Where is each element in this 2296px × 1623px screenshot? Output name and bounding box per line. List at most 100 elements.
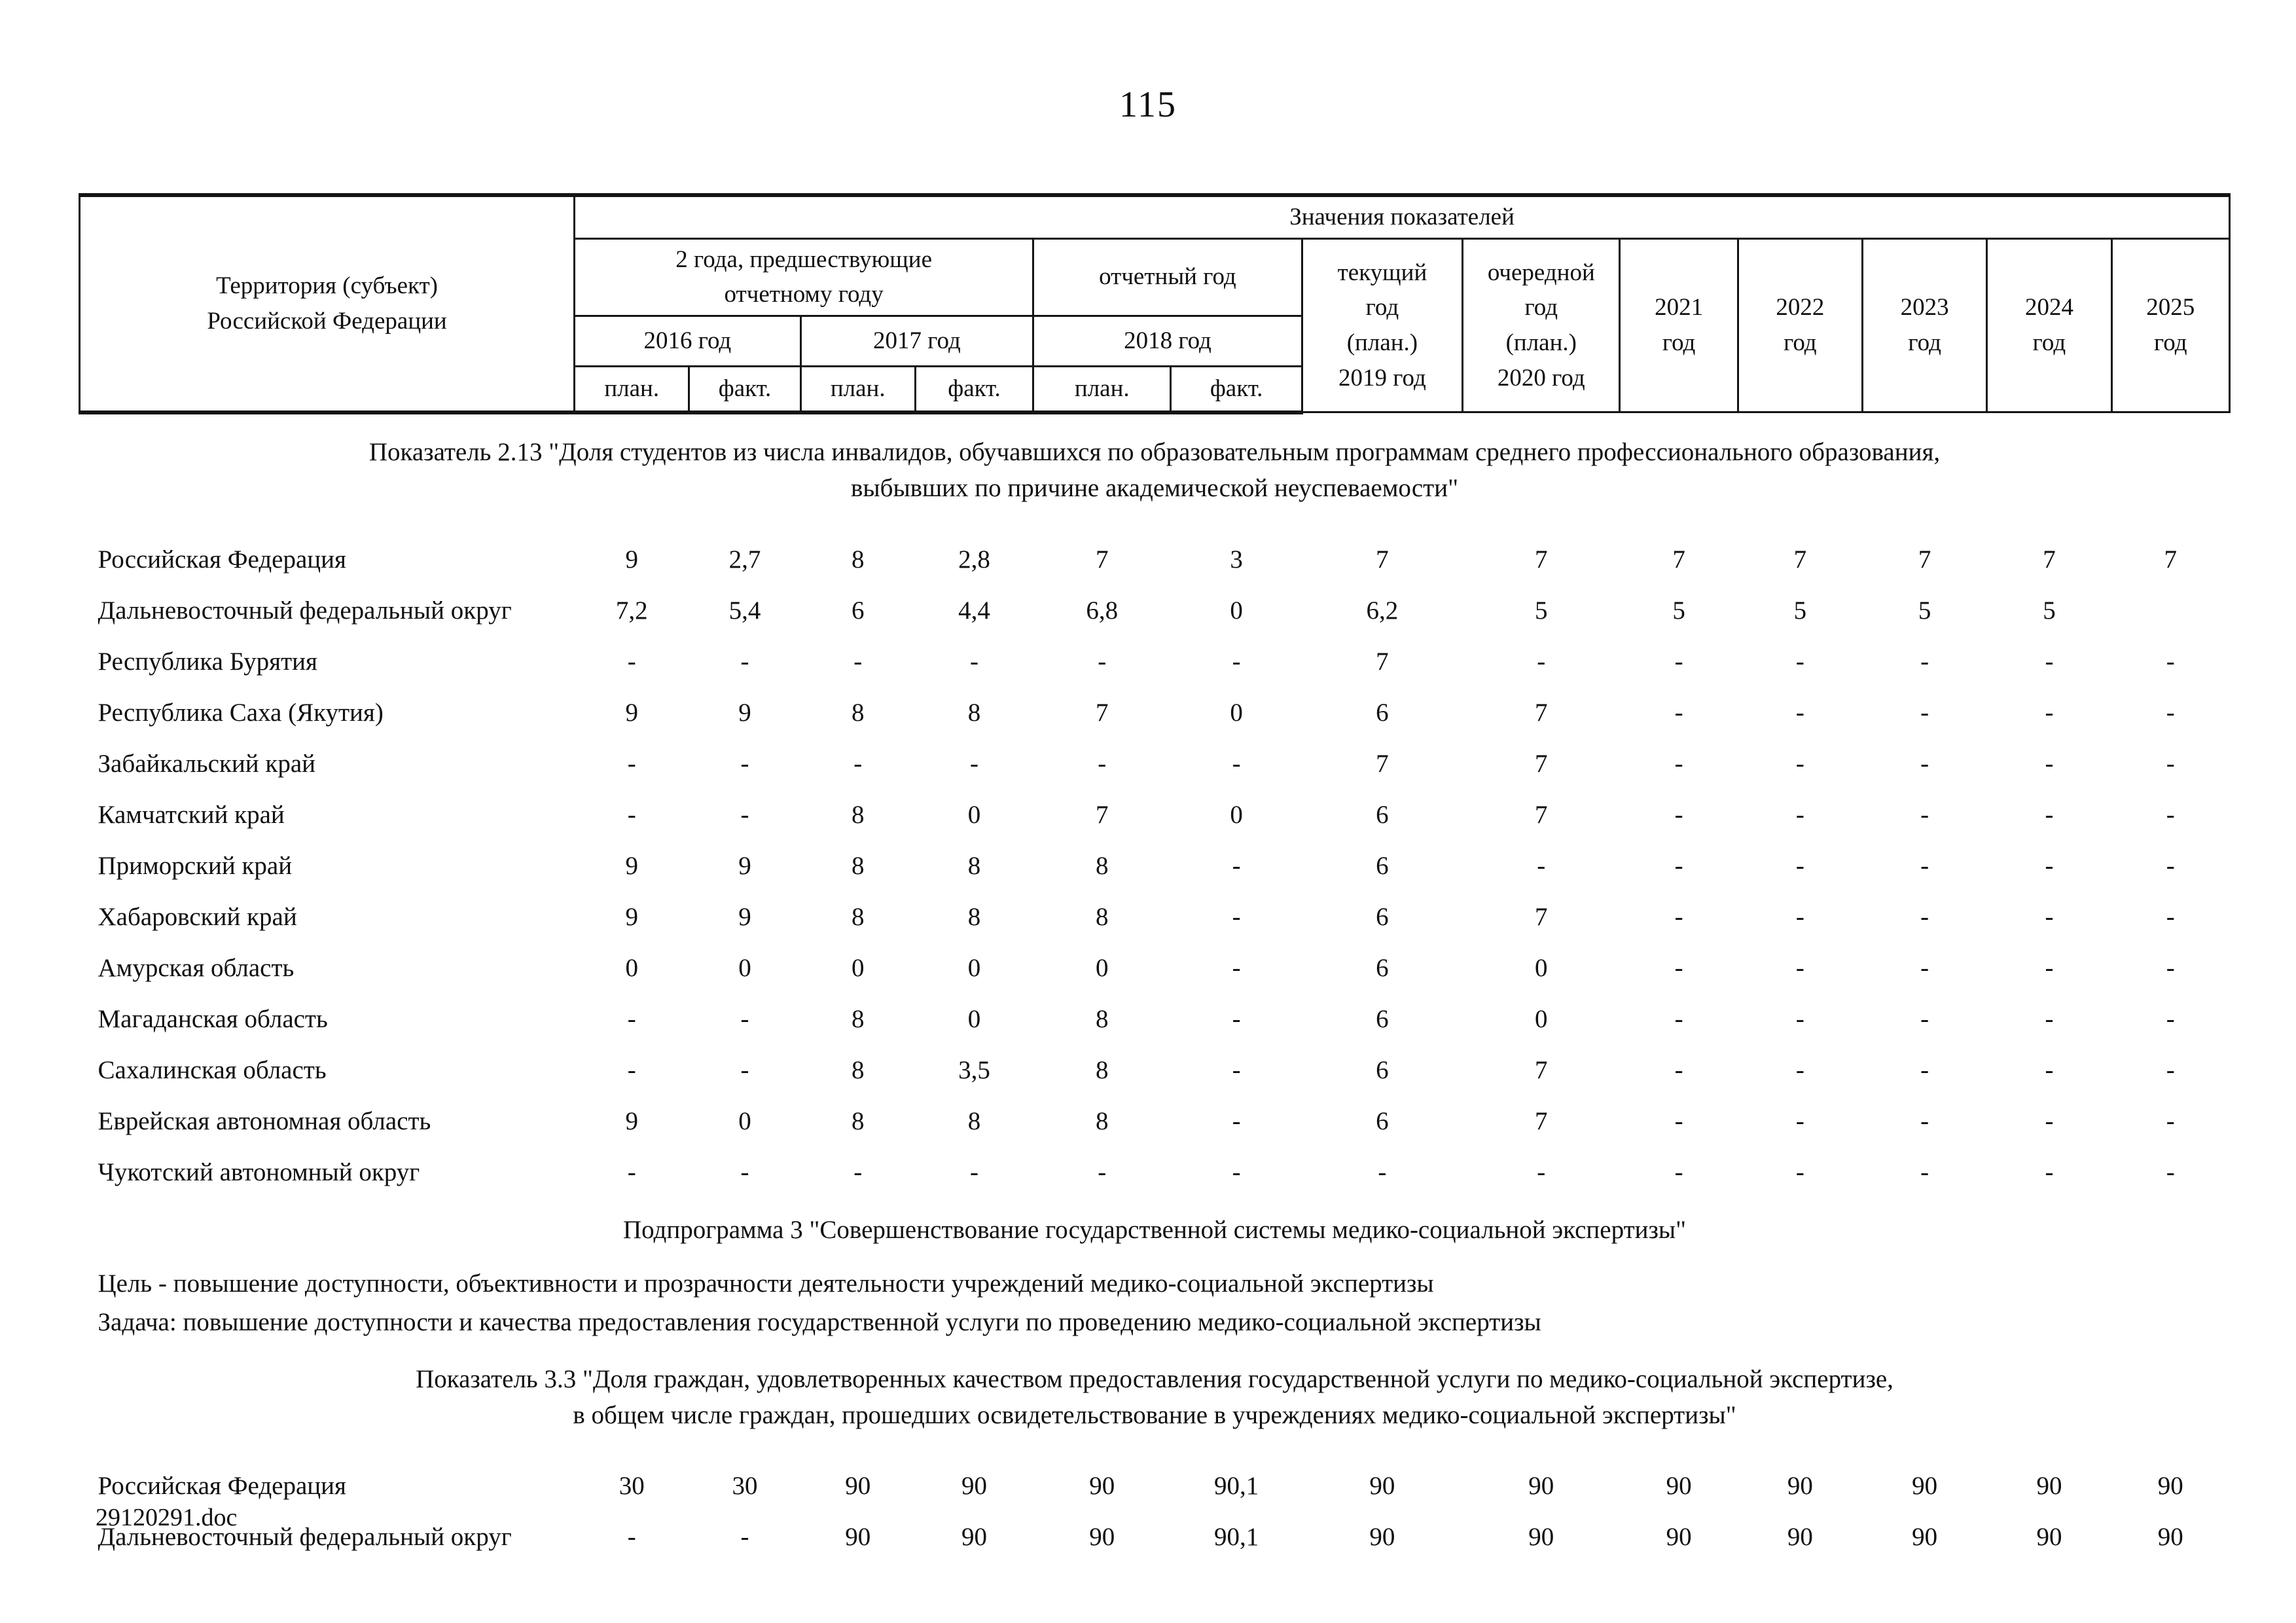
value-cell: - <box>627 1055 636 1084</box>
value-cell: 5 <box>1918 596 1931 625</box>
value-cell: - <box>1537 647 1546 676</box>
value-cell: 6 <box>1376 1106 1389 1135</box>
value-cell: 7 <box>1535 698 1548 727</box>
indicator-title: Показатель 3.3 "Доля граждан, удовлетвор… <box>80 1341 2230 1461</box>
value-cell: - <box>1674 1004 1683 1033</box>
value-cell: - <box>853 647 863 676</box>
value-cell: 7,2 <box>615 596 648 625</box>
value-cell: 8 <box>852 1106 865 1135</box>
value-cell: 0 <box>1230 596 1243 625</box>
value-cell: - <box>2045 851 2054 880</box>
value-cell: 7 <box>1376 749 1389 778</box>
task-text: Задача: повышение доступности и качества… <box>98 1307 1541 1336</box>
table-row: Республика Саха (Якутия) 9 9 8 8 7 0 6 7 - - - - - <box>80 687 2230 739</box>
value-cell: 7 <box>1672 545 1685 574</box>
value-cell: - <box>1920 698 1929 727</box>
indicator-title-line: в общем числе граждан, прошедших освидет… <box>573 1401 1736 1430</box>
value-cell: 9 <box>738 698 751 727</box>
table-row: Сахалинская область - - 8 3,5 8 - 6 7 - - - - - <box>80 1045 2230 1096</box>
fact-2016-cell: факт. <box>688 365 802 414</box>
value-cell: - <box>1920 800 1929 829</box>
value-cell: - <box>2045 1004 2054 1033</box>
value-cell: 6,8 <box>1086 596 1119 625</box>
value-cell: - <box>2166 749 2175 778</box>
value-cell: - <box>1920 902 1929 931</box>
value-cell: - <box>627 1004 636 1033</box>
value-cell: 90 <box>1369 1472 1395 1501</box>
value-cell: - <box>627 800 636 829</box>
value-cell: - <box>1795 1055 1804 1084</box>
indicator-title: Показатель 2.13 "Доля студентов из числа… <box>80 412 2230 534</box>
value-cell: - <box>970 749 978 778</box>
value-cell: - <box>1795 749 1804 778</box>
table-row: Приморский край 9 9 8 8 8 - 6 - - - - - - <box>80 841 2230 892</box>
territory-name: Дальневосточный федеральный округ <box>98 596 512 625</box>
value-cell: - <box>1674 800 1683 829</box>
value-cell: 0 <box>852 953 865 982</box>
value-cell: 9 <box>625 1106 639 1135</box>
value-cell: - <box>1920 749 1929 778</box>
value-cell: - <box>2045 953 2054 982</box>
value-cell: - <box>627 1158 636 1186</box>
value-cell: - <box>2166 800 2175 829</box>
value-cell: - <box>1232 902 1241 931</box>
value-cell: 5,4 <box>728 596 761 625</box>
value-cell: - <box>970 1158 978 1186</box>
report-year-group-cell: отчетный год <box>1032 237 1303 317</box>
value-cell: 7 <box>1793 545 1807 574</box>
table-row: Российская Федерация 9 2,7 8 2,8 7 3 7 7 7 7 7 7 7 <box>80 534 2230 585</box>
value-cell: 5 <box>1793 596 1807 625</box>
indicator-title-line: Показатель 3.3 "Доля граждан, удовлетвор… <box>416 1364 1893 1393</box>
indicators-table: Территория (субъект) Российской Федераци… <box>78 192 2231 1563</box>
value-cell: - <box>1920 953 1929 982</box>
year-2025-cell: 2025 год <box>2110 237 2231 414</box>
value-cell: - <box>1920 1004 1929 1033</box>
value-cell: - <box>1795 647 1804 676</box>
value-cell: 0 <box>1096 953 1109 982</box>
value-cell: 90 <box>1787 1523 1813 1552</box>
value-cell: 6 <box>1376 1055 1389 1084</box>
value-cell: 8 <box>1096 1055 1109 1084</box>
value-cell: 30 <box>619 1472 645 1501</box>
value-cell: 0 <box>1535 953 1548 982</box>
value-cell: 5 <box>1535 596 1548 625</box>
territory-name: Амурская область <box>98 953 295 982</box>
value-cell: - <box>740 1523 749 1552</box>
value-cell: - <box>2045 1106 2054 1135</box>
value-cell: - <box>2166 1158 2175 1186</box>
value-cell: 6 <box>852 596 865 625</box>
value-cell: - <box>1795 902 1804 931</box>
table-body: Показатель 2.13 "Доля студентов из числа… <box>80 412 2230 1563</box>
value-cell: 90 <box>1528 1472 1554 1501</box>
value-cell: 5 <box>1672 596 1685 625</box>
value-cell: 90 <box>1666 1472 1692 1501</box>
value-cell: 7 <box>1535 749 1548 778</box>
value-cell: - <box>1795 1158 1804 1186</box>
value-cell: - <box>1098 1158 1107 1186</box>
value-cell: - <box>1920 647 1929 676</box>
value-cell: - <box>2045 749 2054 778</box>
table-row: Магаданская область - - 8 0 8 - 6 0 - - - - - <box>80 994 2230 1045</box>
table-row: Чукотский автономный округ - - - - - - - - - - - - - <box>80 1147 2230 1198</box>
indicator-title-line: выбывших по причине академической неуспе… <box>850 474 1458 503</box>
territory-header-cell: Территория (субъект) Российской Федераци… <box>78 193 576 414</box>
value-cell: 2,7 <box>728 545 761 574</box>
goal-text: Цель - повышение доступности, объективно… <box>98 1269 1434 1298</box>
value-cell: - <box>1098 749 1107 778</box>
value-cell: 3 <box>1230 545 1243 574</box>
value-cell: - <box>740 1158 749 1186</box>
territory-name: Магаданская область <box>98 1004 328 1033</box>
value-cell: 90 <box>1787 1472 1813 1501</box>
value-cell: 0 <box>738 1106 751 1135</box>
value-cell: 8 <box>852 902 865 931</box>
territory-name: Хабаровский край <box>98 902 297 931</box>
value-cell: - <box>740 1055 749 1084</box>
value-cell: - <box>1674 1106 1683 1135</box>
territory-name: Еврейская автономная область <box>98 1106 431 1135</box>
value-cell: 90 <box>2157 1472 2183 1501</box>
value-cell: 8 <box>1096 902 1109 931</box>
year-2021-cell: 2021 год <box>1619 237 1739 414</box>
value-cell: - <box>2166 647 2175 676</box>
value-cell: 8 <box>852 1055 865 1084</box>
value-cell: 8 <box>852 800 865 829</box>
